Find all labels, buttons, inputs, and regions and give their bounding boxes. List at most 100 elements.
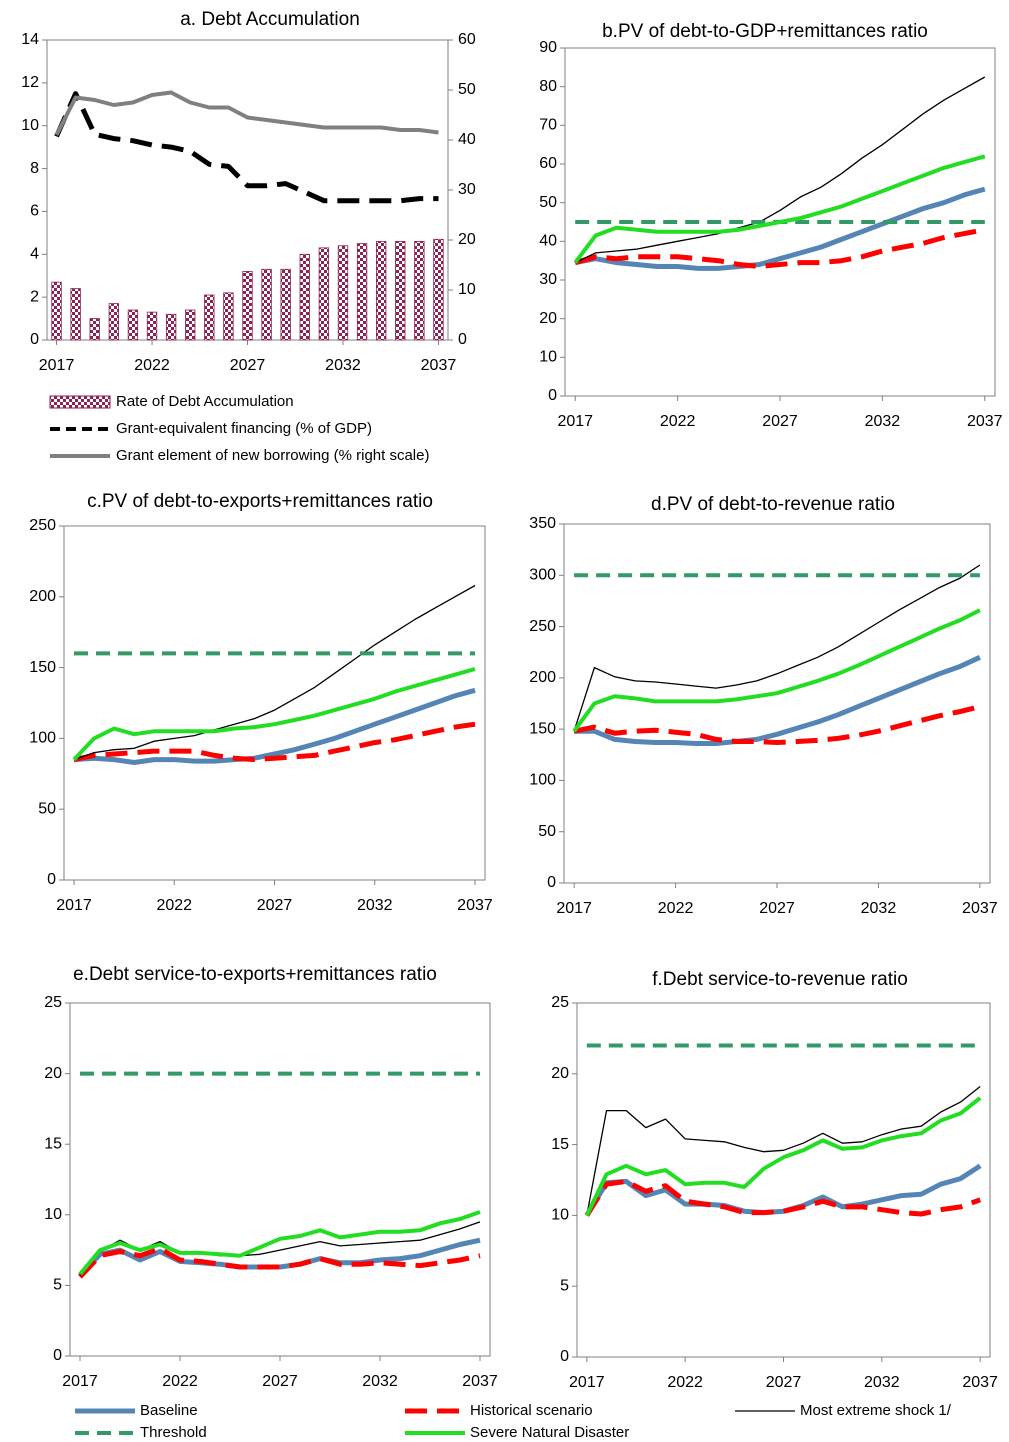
x-tick-label: 2027 xyxy=(766,1374,802,1391)
x-tick-label: 2017 xyxy=(56,897,92,914)
legend-label: Historical scenario xyxy=(470,1402,593,1419)
y-tick-label: 4 xyxy=(30,246,39,263)
bar xyxy=(395,241,406,341)
x-tick-label: 2017 xyxy=(557,413,593,430)
y-tick-label: 70 xyxy=(539,117,557,134)
series-line xyxy=(78,1237,481,1278)
y-tick-label: 12 xyxy=(21,74,39,91)
x-tick-label: 2032 xyxy=(357,897,393,914)
x-tick-label: 2027 xyxy=(762,413,798,430)
y-tick-label: 250 xyxy=(29,517,56,534)
series-line xyxy=(574,76,986,264)
plot-frame xyxy=(63,525,486,881)
x-tick-label: 2027 xyxy=(257,897,293,914)
bar xyxy=(375,241,387,341)
x-tick-label: 2037 xyxy=(462,1373,498,1390)
bar xyxy=(165,313,177,341)
series-line xyxy=(73,687,476,765)
bar xyxy=(108,303,120,341)
bar xyxy=(356,243,368,341)
x-tick-label: 2037 xyxy=(457,897,493,914)
bar xyxy=(280,268,291,341)
series-line xyxy=(573,564,981,732)
y-tick-label: 14 xyxy=(21,31,39,48)
bar xyxy=(127,309,139,341)
y2-tick-label: 20 xyxy=(458,231,476,248)
y-tick-label: 0 xyxy=(47,871,56,888)
y2-tick-label: 40 xyxy=(458,131,476,148)
y-tick-label: 20 xyxy=(551,1065,569,1082)
series-line xyxy=(73,584,476,761)
series-line xyxy=(574,227,986,269)
y2-tick-label: 50 xyxy=(458,81,476,98)
series-line xyxy=(584,1163,982,1217)
legend-label: Rate of Debt Accumulation xyxy=(116,393,294,410)
series-line xyxy=(78,1210,481,1276)
y-tick-label: 50 xyxy=(38,800,56,817)
x-tick-label: 2032 xyxy=(362,1373,398,1390)
y-tick-label: 2 xyxy=(30,288,39,305)
x-tick-label: 2022 xyxy=(658,900,694,917)
bar xyxy=(70,288,81,341)
y-tick-label: 8 xyxy=(30,160,39,177)
bar xyxy=(185,309,196,341)
x-tick-label: 2037 xyxy=(962,1374,998,1391)
y2-tick-label: 0 xyxy=(458,331,467,348)
x-tick-label: 2027 xyxy=(262,1373,298,1390)
y-tick-label: 20 xyxy=(44,1065,62,1082)
y-tick-label: 10 xyxy=(21,117,39,134)
y-tick-label: 200 xyxy=(529,669,556,686)
bar xyxy=(299,253,310,341)
bar xyxy=(146,311,158,341)
y-tick-label: 0 xyxy=(547,874,556,891)
legend-label: Grant element of new borrowing (% right … xyxy=(116,447,429,464)
series-line xyxy=(584,1096,982,1217)
bar xyxy=(89,318,100,341)
chart-title: d.PV of debt-to-revenue ratio xyxy=(651,494,895,515)
x-tick-label: 2037 xyxy=(962,900,998,917)
y-tick-label: 100 xyxy=(529,772,556,789)
series-line xyxy=(572,608,981,733)
x-tick-label: 2022 xyxy=(156,897,192,914)
y-tick-label: 30 xyxy=(539,271,557,288)
x-tick-label: 2017 xyxy=(556,900,592,917)
chart-title: a. Debt Accumulation xyxy=(180,9,360,30)
bar xyxy=(414,241,425,341)
bar xyxy=(204,294,215,341)
y-tick-label: 250 xyxy=(529,618,556,635)
y-tick-label: 25 xyxy=(44,994,62,1011)
x-tick-label: 2027 xyxy=(230,357,266,374)
series-line xyxy=(586,1085,981,1216)
x-tick-label: 2037 xyxy=(967,413,1003,430)
series-line xyxy=(574,655,981,746)
series-line xyxy=(72,667,476,761)
y-tick-label: 350 xyxy=(529,515,556,532)
y-tick-label: 0 xyxy=(53,1347,62,1364)
y-tick-label: 5 xyxy=(53,1277,62,1294)
chart-title: e.Debt service-to-exports+remittances ra… xyxy=(73,964,437,985)
x-tick-label: 2032 xyxy=(865,413,901,430)
legend-label: Most extreme shock 1/ xyxy=(800,1402,952,1419)
series-line xyxy=(73,721,476,763)
x-tick-label: 2032 xyxy=(325,357,361,374)
x-tick-label: 2017 xyxy=(569,1374,605,1391)
series-line xyxy=(573,704,981,745)
x-tick-label: 2032 xyxy=(864,1374,900,1391)
y-tick-label: 0 xyxy=(30,331,39,348)
x-tick-label: 2037 xyxy=(421,357,457,374)
y-tick-label: 6 xyxy=(30,203,39,220)
y-tick-label: 300 xyxy=(529,567,556,584)
chart-title: f.Debt service-to-revenue ratio xyxy=(652,969,908,990)
x-tick-label: 2022 xyxy=(660,413,696,430)
series-line xyxy=(584,1178,982,1217)
chart-title: c.PV of debt-to-exports+remittances rati… xyxy=(87,491,433,512)
x-tick-label: 2017 xyxy=(62,1373,98,1390)
y-tick-label: 0 xyxy=(560,1348,569,1365)
y-tick-label: 25 xyxy=(551,994,569,1011)
series-line xyxy=(54,90,439,136)
y-tick-label: 150 xyxy=(29,659,56,676)
x-tick-label: 2017 xyxy=(39,357,75,374)
series-line xyxy=(78,1246,481,1279)
x-tick-label: 2022 xyxy=(162,1373,198,1390)
